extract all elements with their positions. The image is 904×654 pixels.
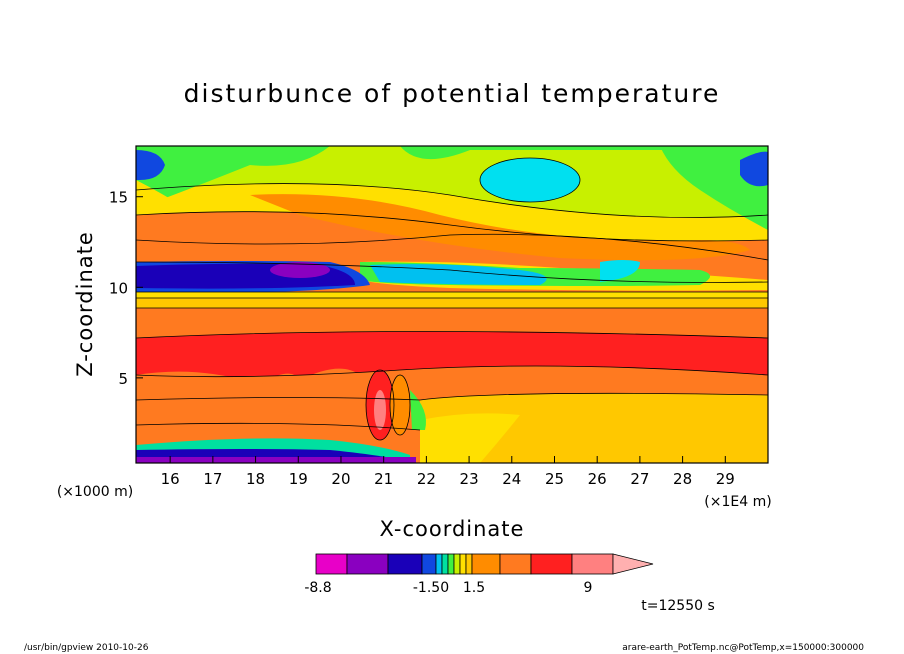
colorbar-swatch [387,553,423,575]
purple-cell [270,262,330,278]
time-label: t=12550 s [641,598,715,614]
colorbar-swatch [459,553,467,575]
y-tick-label: 5 [118,370,128,388]
colorbar-swatch [441,553,449,575]
x-tick-label: 17 [203,470,222,488]
x-tick-label: 27 [630,470,649,488]
colorbar-label-pos: 1.5 [463,580,485,596]
x-tick-label: 26 [588,470,607,488]
x-tick-label: 29 [716,470,735,488]
footer-right: arare-earth_PotTemp.nc@PotTemp,x=150000:… [622,643,864,653]
x-tick-label: 28 [673,470,692,488]
colorbar-swatch [435,553,443,575]
x-tick-label: 18 [246,470,265,488]
x-tick-label: 21 [374,470,393,488]
x-tick-label: 20 [331,470,350,488]
colorbar-max-arrow [612,553,654,575]
colorbar-swatch [530,553,573,575]
plot-frame [135,145,769,464]
x-tick-label: 22 [417,470,436,488]
footer-left: /usr/bin/gpview 2010-10-26 [24,643,149,653]
x-tick-label: 19 [289,470,308,488]
colorbar [315,553,654,575]
x-tick-label: 23 [460,470,479,488]
colorbar-swatch [571,553,614,575]
x-unit-right: (×1E4 m) [704,494,771,510]
y-tick-label: 10 [109,279,128,297]
x-tick-label: 25 [545,470,564,488]
x-axis-label: X-coordinate [380,517,525,541]
colorbar-swatch [499,553,532,575]
y-axis-label: Z-coordinate [73,231,97,377]
x-unit-left: (×1000 m) [57,484,133,500]
colorbar-swatch [346,553,389,575]
colorbar-swatch [465,553,473,575]
cyan-cell [480,158,580,202]
x-tick-label: 16 [161,470,180,488]
colorbar-label-min: -8.8 [304,580,331,596]
colorbar-swatch [471,553,501,575]
y-axis: 5 10 15 [109,189,143,388]
colorbar-swatch [421,553,437,575]
y-tick-label: 15 [109,189,128,207]
colorbar-swatch [447,553,455,575]
colorbar-label-neg: -1.50 [413,580,449,596]
colorbar-swatch [453,553,461,575]
colorbar-swatch [315,553,348,575]
contour-field [136,146,768,463]
colorbar-label-max: 9 [584,580,593,596]
x-tick-label: 24 [502,470,521,488]
x-axis: 16 17 18 19 20 21 22 23 24 25 26 27 28 29 [161,456,735,488]
chart-title: disturbunce of potential temperature [184,79,721,108]
